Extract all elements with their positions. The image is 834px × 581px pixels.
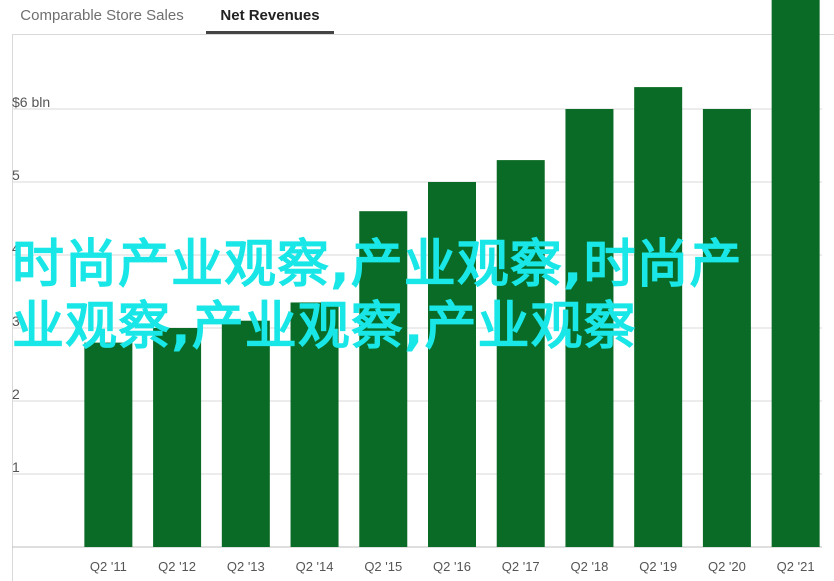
watermark-overlay-text: 时尚产业观察,产业观察,时尚产业观察,产业观察,产业观察	[12, 235, 743, 357]
y-tick-label-2: 3	[12, 313, 20, 329]
x-tick-label-8: Q2 '19	[639, 559, 677, 574]
bar-6	[496, 160, 545, 547]
bar-0	[84, 342, 133, 547]
active-tab-indicator	[206, 31, 334, 34]
x-tick-label-4: Q2 '15	[364, 559, 402, 574]
x-tick-label-10: Q2 '21	[777, 559, 815, 574]
x-tick-label-6: Q2 '17	[502, 559, 540, 574]
tab-net-revenues[interactable]: Net Revenues	[220, 7, 320, 24]
bar-10	[771, 0, 820, 547]
y-tick-label-0: 1	[12, 459, 20, 475]
tab-comparable-store-sales[interactable]: Comparable Store Sales	[20, 7, 184, 24]
bar-9	[702, 109, 751, 547]
bar-7	[565, 109, 614, 547]
x-tick-label-7: Q2 '18	[571, 559, 609, 574]
bar-3	[290, 302, 339, 547]
chart-frame	[12, 34, 834, 581]
x-tick-label-0: Q2 '11	[90, 559, 127, 574]
x-tick-label-5: Q2 '16	[433, 559, 471, 574]
y-tick-label-5: $6 bln	[12, 94, 50, 110]
bar-8	[634, 87, 683, 547]
y-tick-label-3: 4	[12, 240, 20, 256]
bar-2	[221, 320, 270, 547]
y-tick-label-4: 5	[12, 167, 20, 183]
x-tick-label-3: Q2 '14	[296, 559, 334, 574]
tab-bar: Comparable Store Sales Net Revenues	[0, 0, 834, 34]
x-tick-label-9: Q2 '20	[708, 559, 746, 574]
y-tick-label-1: 2	[12, 386, 20, 402]
x-tick-label-2: Q2 '13	[227, 559, 265, 574]
x-tick-label-1: Q2 '12	[158, 559, 196, 574]
bar-1	[153, 328, 202, 547]
bar-5	[428, 182, 476, 547]
bar-4	[359, 211, 408, 547]
